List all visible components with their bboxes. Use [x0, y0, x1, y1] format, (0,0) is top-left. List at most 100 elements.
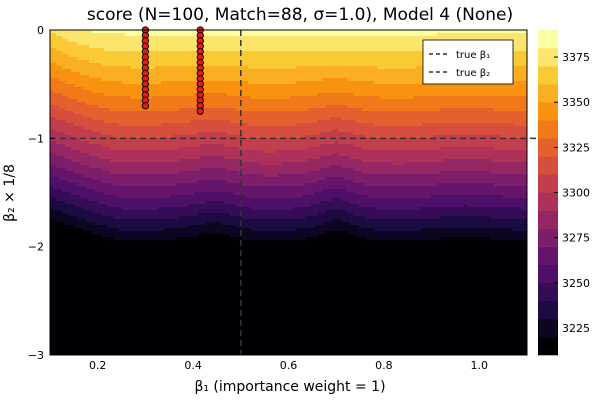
contour-cell: [128, 102, 132, 106]
contour-cell: [503, 33, 507, 37]
contour-cell: [86, 51, 90, 55]
contour-cell: [80, 99, 84, 103]
contour-cell: [194, 51, 198, 55]
contour-cell: [137, 66, 141, 70]
contour-cell: [293, 117, 297, 121]
contour-cell: [377, 66, 381, 70]
contour-cell: [518, 45, 522, 49]
contour-cell: [173, 69, 177, 73]
contour-cell: [71, 117, 75, 121]
contour-cell: [446, 96, 450, 100]
contour-cell: [158, 105, 162, 109]
contour-cell: [299, 57, 303, 61]
contour-cell: [389, 78, 393, 82]
contour-cell: [401, 78, 405, 82]
contour-cell: [260, 57, 264, 61]
contour-cell: [119, 123, 123, 127]
contour-cell: [224, 30, 228, 34]
contour-cell: [122, 93, 126, 97]
contour-cell: [476, 90, 480, 94]
contour-cell: [242, 51, 246, 55]
contour-cell: [209, 63, 213, 67]
contour-cell: [155, 72, 159, 76]
contour-cell: [476, 102, 480, 106]
contour-cell: [293, 54, 297, 58]
contour-cell: [149, 105, 153, 109]
contour-cell: [323, 63, 327, 67]
contour-cell: [431, 93, 435, 97]
contour-cell: [407, 72, 411, 76]
contour-cell: [488, 30, 492, 34]
contour-cell: [137, 123, 141, 127]
contour-cell: [440, 36, 444, 40]
contour-cell: [224, 60, 228, 64]
contour-cell: [101, 99, 105, 103]
contour-cell: [65, 75, 69, 79]
contour-cell: [422, 36, 426, 40]
contour-cell: [98, 63, 102, 67]
contour-cell: [356, 93, 360, 97]
contour-cell: [71, 33, 75, 37]
contour-cell: [401, 105, 405, 109]
contour-cell: [320, 75, 324, 79]
contour-cell: [146, 123, 150, 127]
contour-cell: [317, 108, 321, 112]
contour-cell: [410, 57, 414, 61]
contour-cell: [305, 87, 309, 91]
contour-cell: [173, 60, 177, 64]
contour-cell: [278, 87, 282, 91]
contour-cell: [215, 75, 219, 79]
contour-cell: [482, 99, 486, 103]
contour-cell: [248, 78, 252, 82]
contour-cell: [86, 69, 90, 73]
contour-cell: [116, 102, 120, 106]
contour-cell: [284, 114, 288, 118]
contour-cell: [371, 54, 375, 58]
contour-cell: [131, 120, 135, 124]
contour-cell: [188, 45, 192, 49]
contour-cell: [281, 66, 285, 70]
contour-cell: [209, 30, 213, 34]
contour-cell: [347, 120, 351, 124]
contour-cell: [74, 48, 78, 52]
contour-cell: [122, 51, 126, 55]
contour-cell: [221, 96, 225, 100]
contour-cell: [449, 36, 453, 40]
contour-cell: [494, 120, 498, 124]
contour-cell: [350, 33, 354, 37]
contour-cell: [518, 87, 522, 91]
contour-cell: [62, 72, 66, 76]
contour-cell: [356, 99, 360, 103]
contour-cell: [395, 84, 399, 88]
contour-cell: [512, 93, 516, 97]
contour-cell: [275, 117, 279, 121]
contour-cell: [365, 72, 369, 76]
contour-cell: [485, 33, 489, 37]
contour-cell: [131, 105, 135, 109]
contour-cell: [161, 96, 165, 100]
contour-cell: [386, 93, 390, 97]
contour-cell: [128, 120, 132, 124]
contour-cell: [491, 114, 495, 118]
contour-cell: [518, 51, 522, 55]
contour-cell: [59, 51, 63, 55]
contour-cell: [302, 81, 306, 85]
contour-cell: [245, 111, 249, 115]
contour-cell: [257, 54, 261, 58]
contour-cell: [89, 30, 93, 34]
contour-cell: [164, 114, 168, 118]
contour-cell: [335, 75, 339, 79]
contour-cell: [482, 120, 486, 124]
contour-cell: [68, 87, 72, 91]
contour-cell: [293, 39, 297, 43]
contour-cell: [371, 72, 375, 76]
contour-cell: [62, 108, 66, 112]
contour-cell: [212, 93, 216, 97]
contour-cell: [269, 54, 273, 58]
contour-cell: [359, 66, 363, 70]
contour-cell: [455, 87, 459, 91]
contour-cell: [221, 63, 225, 67]
contour-cell: [446, 87, 450, 91]
contour-cell: [152, 105, 156, 109]
contour-cell: [293, 36, 297, 40]
